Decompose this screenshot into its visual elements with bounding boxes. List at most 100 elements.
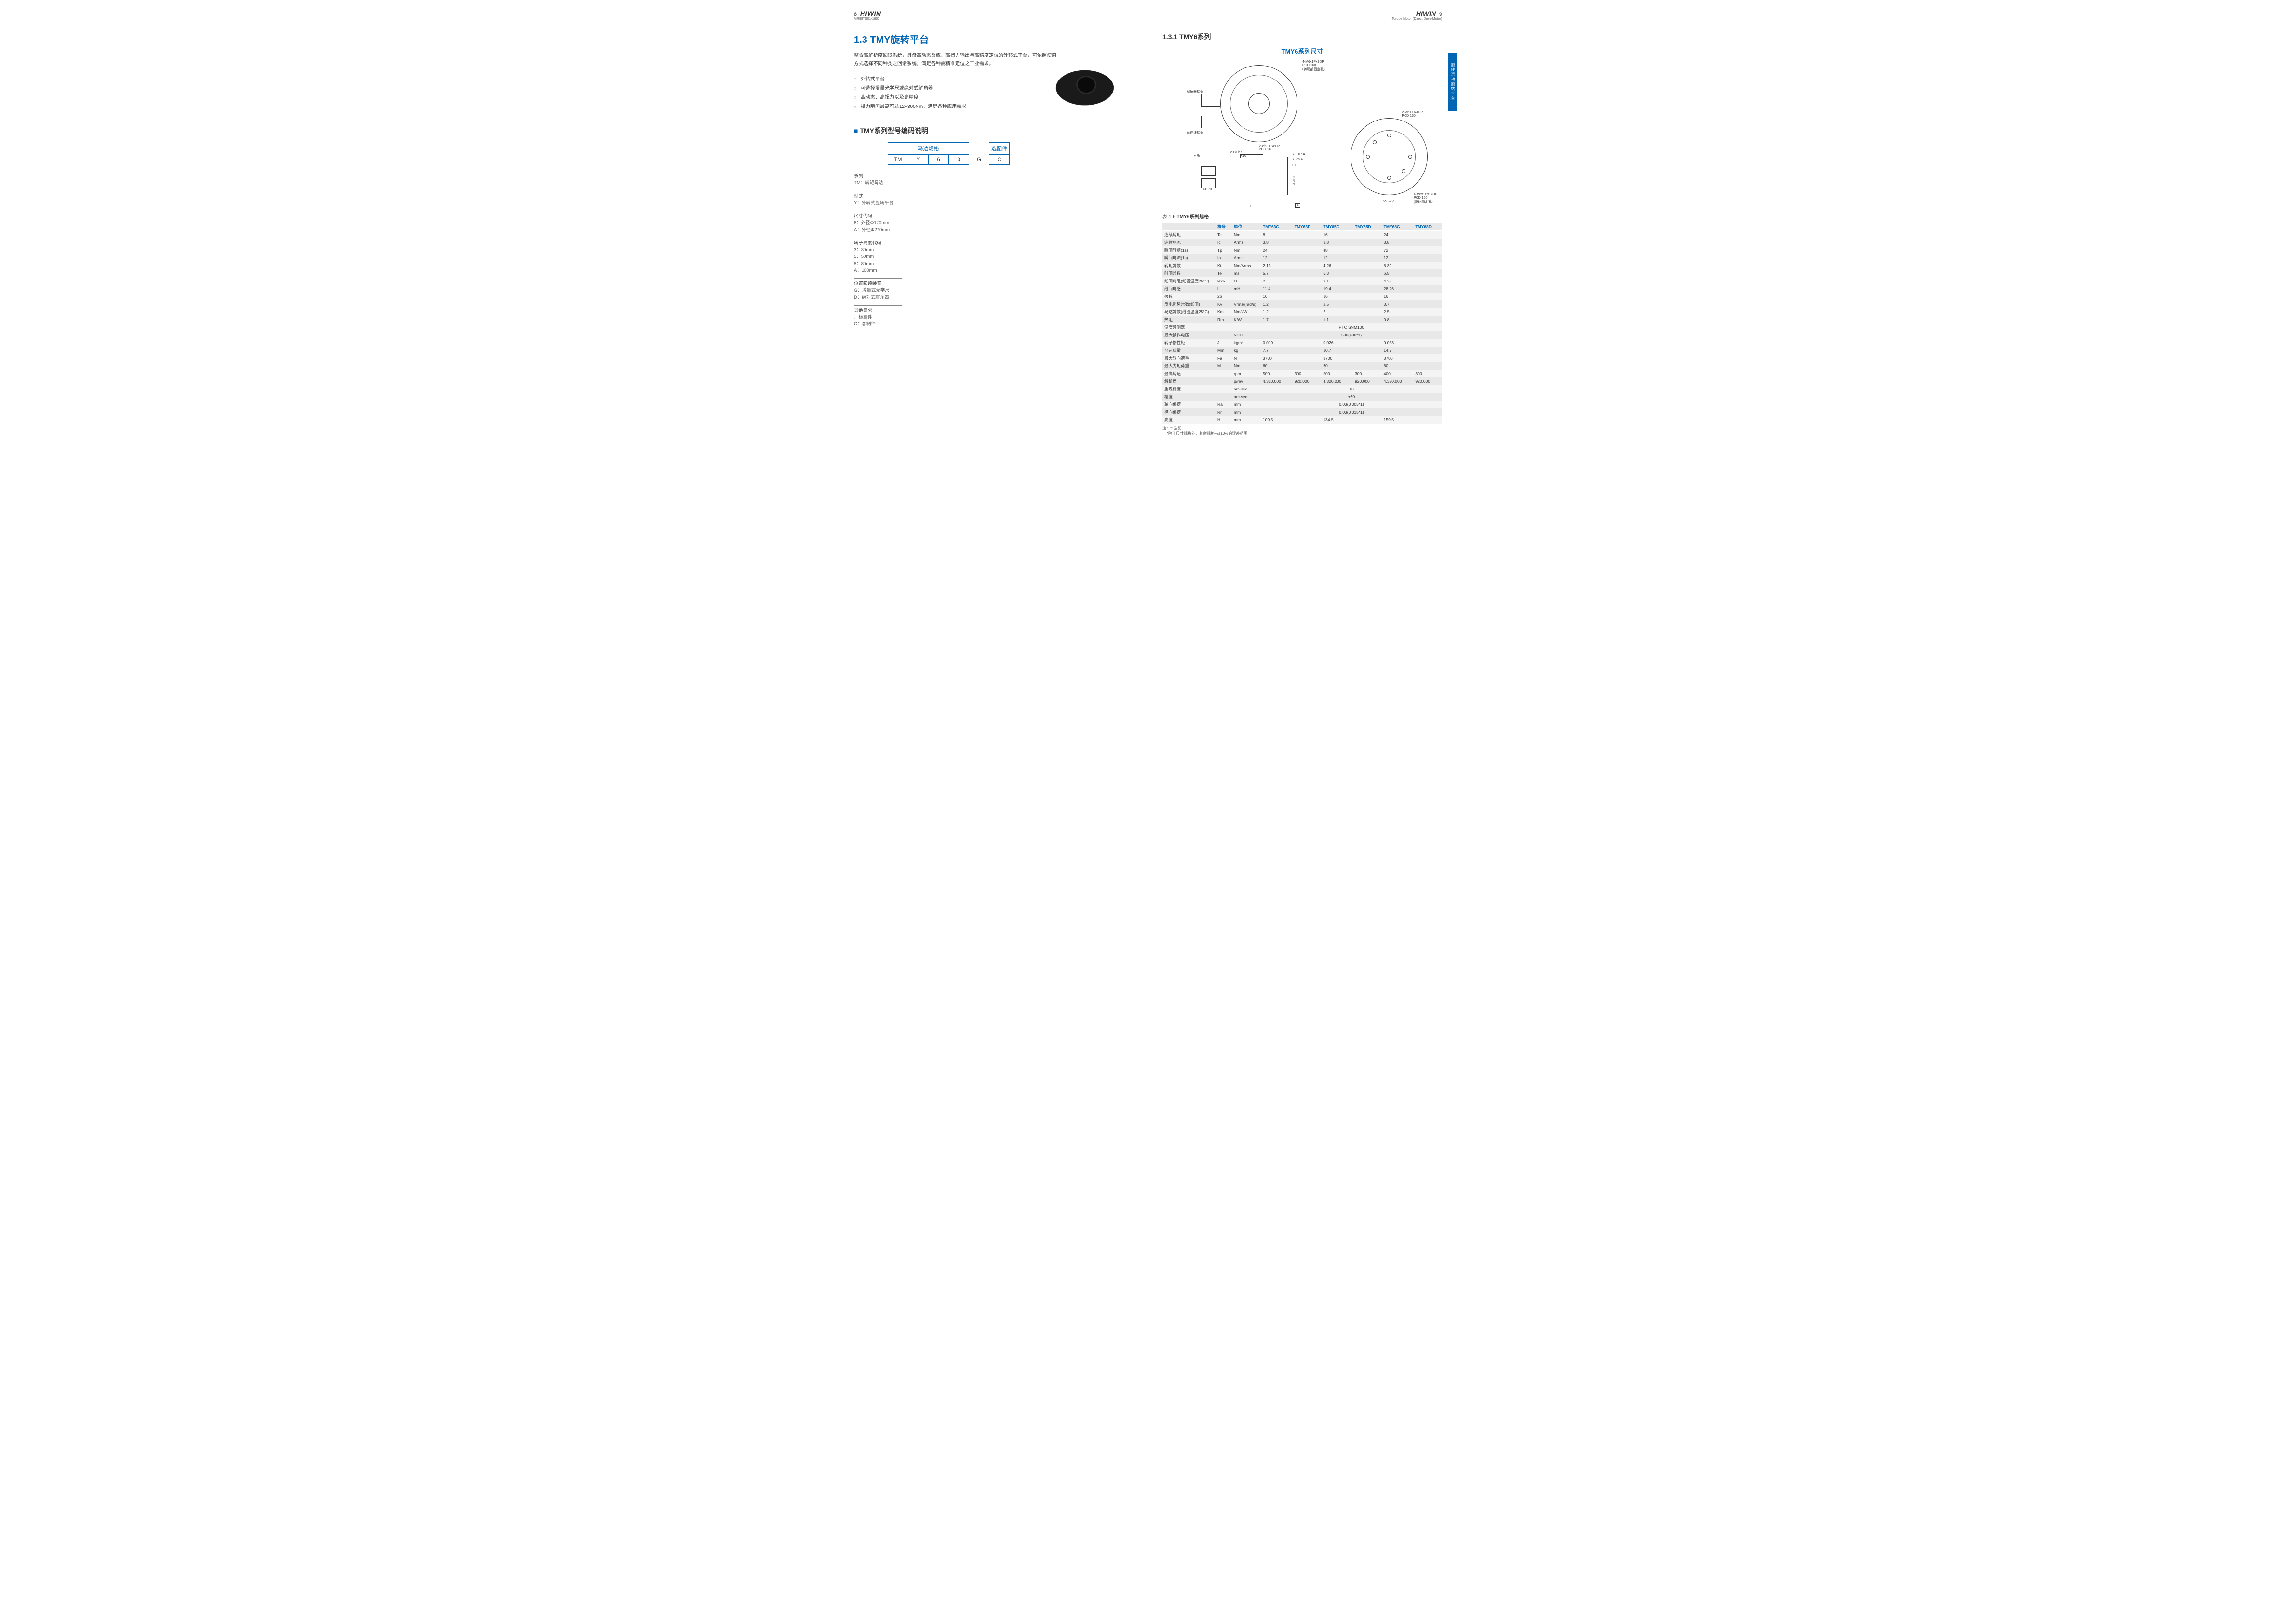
spec-cell: 300	[1353, 370, 1382, 377]
subsection-title: 1.3.1 TMY6系列	[1162, 32, 1442, 41]
spec-cell: 6.39	[1382, 262, 1414, 269]
spec-table-caption: 表 1.6 TMY6系列规格	[1162, 213, 1442, 220]
spec-cell	[1413, 231, 1442, 239]
spec-row: 马达常数(线圈温度25°C)KmNm/√W1.222.5	[1162, 308, 1442, 316]
spec-cell: 24	[1382, 231, 1414, 239]
spec-cell	[1353, 239, 1382, 246]
spec-cell: Nm	[1232, 246, 1261, 254]
spec-cell: 2.13	[1261, 262, 1293, 269]
spec-cell: 14.7	[1382, 347, 1414, 354]
spec-cell: 马达质量	[1162, 347, 1216, 354]
spec-cell	[1413, 300, 1442, 308]
spec-row: 线间电感LmH11.419.428.26	[1162, 285, 1442, 293]
spec-cell	[1413, 254, 1442, 262]
spec-cell: 连续电流	[1162, 239, 1216, 246]
spec-cell: 920,000	[1353, 377, 1382, 385]
spec-cell	[1353, 293, 1382, 300]
spec-cell: 3700	[1382, 354, 1414, 362]
spec-cell: 温度感测器	[1162, 323, 1216, 331]
spec-cell: 60	[1321, 362, 1353, 370]
spec-cell	[1353, 246, 1382, 254]
spec-cell	[1353, 362, 1382, 370]
spec-cell: 60	[1261, 362, 1293, 370]
spec-cell: 24	[1261, 246, 1293, 254]
spec-cell	[1216, 370, 1232, 377]
encoding-cell: C	[989, 155, 1010, 165]
spec-cell: 500	[1261, 370, 1293, 377]
spec-cell: 径向偏摆	[1162, 408, 1216, 416]
spec-cell: 3.1	[1321, 277, 1353, 285]
spec-row: 重现精度arc-sec±3	[1162, 385, 1442, 393]
spec-cell	[1353, 347, 1382, 354]
section-title: 1.3 TMY旋转平台	[854, 32, 1133, 46]
spec-cell: 0.026	[1321, 339, 1353, 347]
encoding-cell: Y	[908, 155, 929, 165]
spec-row: 连续转矩TcNm81624	[1162, 231, 1442, 239]
spec-cell	[1413, 308, 1442, 316]
spec-cell: Nm	[1232, 362, 1261, 370]
spec-cell: L	[1216, 285, 1232, 293]
spec-cell	[1293, 239, 1322, 246]
spec-cell: Arms	[1232, 239, 1261, 246]
spec-cell: 60	[1382, 362, 1414, 370]
spec-cell: 10.7	[1321, 347, 1353, 354]
spec-cell: 12	[1261, 254, 1293, 262]
encoding-cell: 3	[949, 155, 969, 165]
spec-cell: Kt	[1216, 262, 1232, 269]
spec-cell: kgm²	[1232, 339, 1261, 347]
spec-cell	[1293, 416, 1322, 424]
spec-cell: 0.03(0.015*1)	[1261, 408, 1442, 416]
spec-cell: 0.019	[1261, 339, 1293, 347]
spec-cell: ±30	[1261, 393, 1442, 401]
spec-row: 转子惯性矩Jkgm²0.0190.0260.033	[1162, 339, 1442, 347]
spec-row: 马达质量Mmkg7.710.714.7	[1162, 347, 1442, 354]
spec-cell: 1.2	[1261, 300, 1293, 308]
spec-cell: 48	[1321, 246, 1353, 254]
spec-row: 温度感测器PTC SNM100	[1162, 323, 1442, 331]
encoding-heading: TMY系列型号编码说明	[854, 126, 1133, 135]
encoding-cell: G	[969, 155, 989, 165]
spec-cell: 转子惯性矩	[1162, 339, 1216, 347]
spec-cell	[1293, 285, 1322, 293]
spec-row: 时间常数Tems5.76.36.5	[1162, 269, 1442, 277]
spec-cell: 最大力矩荷重	[1162, 362, 1216, 370]
spec-cell: arc-sec	[1232, 385, 1261, 393]
spec-cell: Nm/Arms	[1232, 262, 1261, 269]
spec-cell	[1293, 246, 1322, 254]
spec-cell: 3.8	[1382, 239, 1414, 246]
spec-row: 最大操作电压VDC500(600*1)	[1162, 331, 1442, 339]
spec-cell: 12	[1321, 254, 1353, 262]
spec-cell: 920,000	[1413, 377, 1442, 385]
spec-cell: 解析度	[1162, 377, 1216, 385]
spec-cell	[1232, 293, 1261, 300]
spec-cell: 920,000	[1293, 377, 1322, 385]
dimension-title: TMY6系列尺寸	[1162, 46, 1442, 55]
spec-cell	[1413, 354, 1442, 362]
spec-row: 高度Hmm109.5134.5159.5	[1162, 416, 1442, 424]
spec-cell: N	[1232, 354, 1261, 362]
enc-group-motor: 马达规格	[888, 143, 969, 155]
spec-cell: Nm/√W	[1232, 308, 1261, 316]
spec-column-header: TMY63D	[1293, 223, 1322, 231]
brand-logo: HIWIN	[860, 10, 881, 17]
spec-row: 解析度p/rev4,320,000920,0004,320,000920,000…	[1162, 377, 1442, 385]
spec-cell: Mm	[1216, 347, 1232, 354]
spec-cell: 2	[1261, 277, 1293, 285]
spec-cell: 时间常数	[1162, 269, 1216, 277]
spec-column-header: 单位	[1232, 223, 1261, 231]
spec-cell: 109.5	[1261, 416, 1293, 424]
spec-cell: 2.5	[1321, 300, 1353, 308]
spec-cell	[1353, 316, 1382, 323]
spec-cell	[1232, 323, 1261, 331]
spec-row: 最大力矩荷重MNm606060	[1162, 362, 1442, 370]
spec-cell: 高度	[1162, 416, 1216, 424]
spec-cell	[1413, 293, 1442, 300]
doc-id: MR99TS01-1800	[854, 17, 881, 21]
spec-column-header: TMY68G	[1382, 223, 1414, 231]
spec-cell: arc-sec	[1232, 393, 1261, 401]
spec-cell: 1.2	[1261, 308, 1293, 316]
spec-cell: 159.5	[1382, 416, 1414, 424]
header-subtitle: Torque Motor (Direct Drive Motor)	[1392, 17, 1442, 21]
spec-cell	[1353, 416, 1382, 424]
spec-cell	[1293, 308, 1322, 316]
